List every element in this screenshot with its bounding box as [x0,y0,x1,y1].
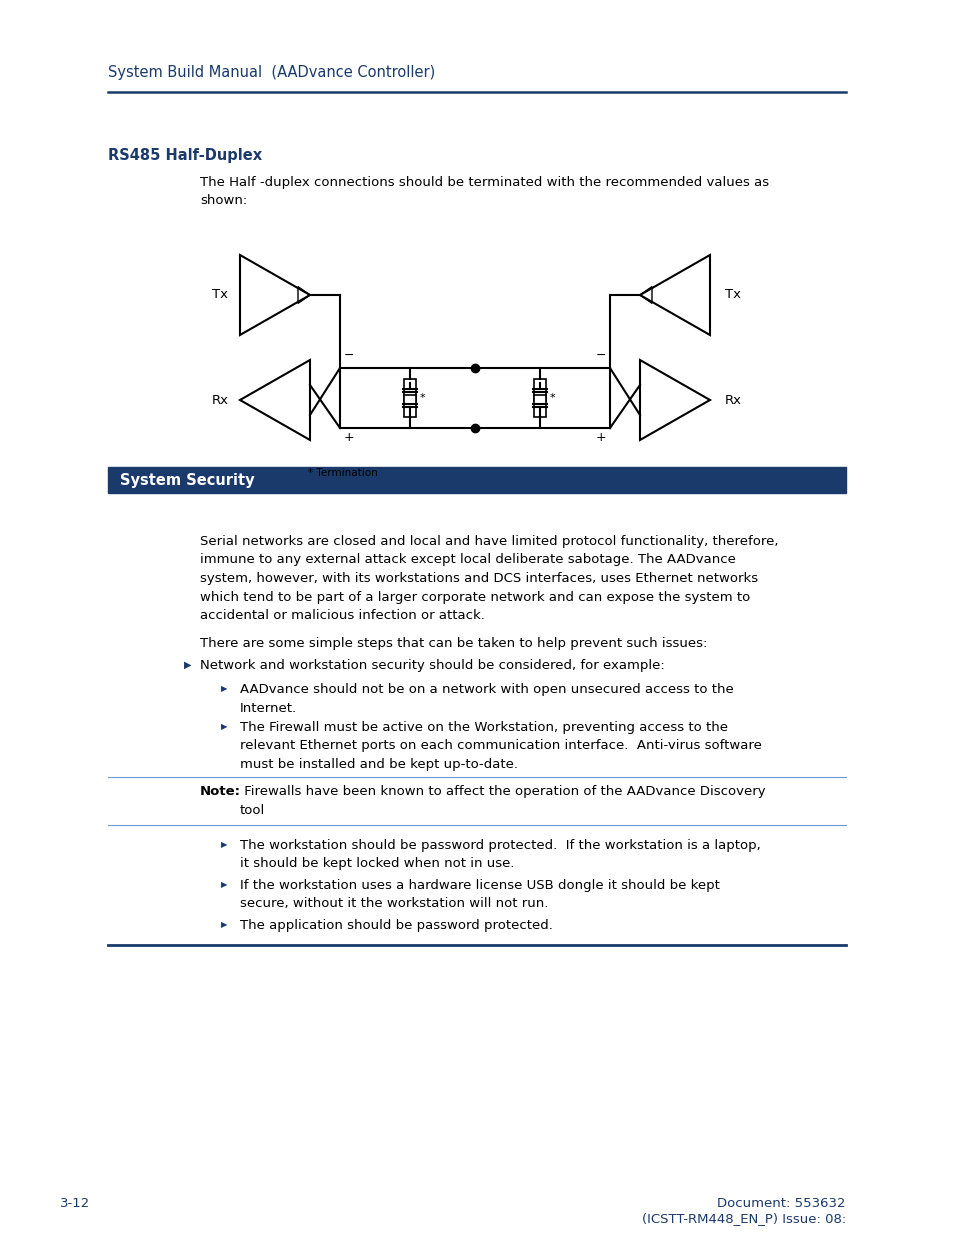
Bar [108,467,845,493]
Text: Rx: Rx [212,394,229,406]
Text: AADvance should not be on a network with open unsecured access to the
Internet.: AADvance should not be on a network with… [240,683,733,715]
Text: ▶: ▶ [184,659,192,671]
Text: Document: 553632: Document: 553632 [717,1197,845,1210]
Text: *: * [419,393,425,403]
Text: System Security: System Security [120,473,254,488]
Bar [534,379,545,401]
Text: ▶: ▶ [221,722,227,731]
Text: The Firewall must be active on the Workstation, preventing access to the
relevan: The Firewall must be active on the Works… [240,721,761,771]
Text: Firewalls have been known to affect the operation of the AADvance Discovery
tool: Firewalls have been known to affect the … [240,785,765,816]
Bar [534,395,545,417]
Text: ▶: ▶ [221,684,227,693]
Text: ▶: ▶ [221,920,227,929]
Text: System Build Manual  (AADvance Controller): System Build Manual (AADvance Controller… [108,65,435,80]
Text: If the workstation uses a hardware license USB dongle it should be kept
secure, : If the workstation uses a hardware licen… [240,879,720,910]
Text: Note:: Note: [200,785,241,798]
Text: ▶: ▶ [221,881,227,889]
Text: Tx: Tx [212,289,228,301]
Text: −: − [344,350,355,362]
Text: Rx: Rx [724,394,741,406]
Text: 3-12: 3-12 [60,1197,91,1210]
Text: *: * [550,393,555,403]
Bar [403,395,416,417]
Text: +: + [344,431,355,445]
Text: ▶: ▶ [221,840,227,848]
Bar [403,379,416,401]
Text: There are some simple steps that can be taken to help prevent such issues:: There are some simple steps that can be … [200,637,706,650]
Text: * Termination: * Termination [308,468,377,478]
Text: The Half -duplex connections should be terminated with the recommended values as: The Half -duplex connections should be t… [200,177,768,207]
Text: Serial networks are closed and local and have limited protocol functionality, th: Serial networks are closed and local and… [200,535,778,622]
Text: Network and workstation security should be considered, for example:: Network and workstation security should … [200,659,664,672]
Text: Tx: Tx [724,289,740,301]
Text: (ICSTT-RM448_EN_P) Issue: 08:: (ICSTT-RM448_EN_P) Issue: 08: [641,1212,845,1225]
Text: +: + [595,431,605,445]
Text: The workstation should be password protected.  If the workstation is a laptop,
i: The workstation should be password prote… [240,839,760,871]
Text: −: − [595,350,605,362]
Text: The application should be password protected.: The application should be password prote… [240,919,553,932]
Text: RS485 Half-Duplex: RS485 Half-Duplex [108,148,262,163]
